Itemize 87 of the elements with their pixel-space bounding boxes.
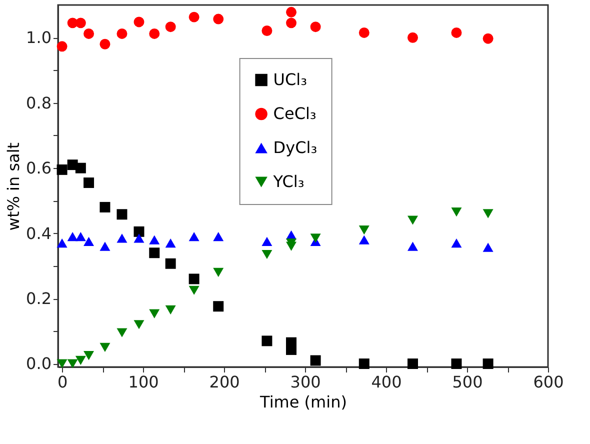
- point: [67, 359, 78, 368]
- point: [482, 358, 494, 369]
- legend-label: YCl₃: [272, 172, 304, 191]
- point: [188, 232, 200, 242]
- point: [149, 235, 160, 244]
- point: [100, 242, 110, 251]
- point: [75, 232, 86, 242]
- point: [116, 328, 128, 338]
- point: [451, 238, 462, 248]
- x-tick-label: 100: [128, 372, 159, 392]
- point: [408, 242, 418, 251]
- point: [84, 28, 94, 39]
- point: [56, 359, 68, 368]
- point: [451, 208, 462, 217]
- x-tick-label: 200: [209, 372, 240, 392]
- point: [451, 358, 462, 369]
- point: [310, 22, 321, 32]
- point: [408, 358, 418, 369]
- point: [165, 238, 176, 248]
- point: [56, 164, 68, 175]
- point: [408, 216, 418, 225]
- point: [134, 234, 144, 243]
- x-tick-label: 500: [452, 372, 483, 392]
- point: [310, 234, 321, 243]
- point: [482, 209, 494, 218]
- point: [165, 305, 176, 314]
- point: [149, 28, 160, 39]
- y-axis-title: wt% in salt: [4, 142, 24, 231]
- point: [213, 301, 224, 312]
- point: [100, 38, 110, 50]
- point: [188, 286, 200, 295]
- point: [100, 342, 110, 352]
- point: [213, 268, 224, 277]
- point: [358, 225, 370, 235]
- point: [286, 6, 296, 18]
- x-tick-label: 300: [290, 372, 321, 392]
- point: [482, 33, 494, 44]
- point: [116, 234, 128, 243]
- point: [310, 355, 321, 366]
- point: [262, 336, 272, 346]
- y-tick-label: 0.0: [26, 354, 52, 374]
- point: [188, 12, 200, 22]
- point: [262, 250, 272, 260]
- point: [165, 22, 176, 32]
- y-tick-label: 0.2: [26, 289, 52, 308]
- point: [262, 236, 272, 246]
- point: [75, 162, 86, 174]
- point: [408, 32, 418, 43]
- point: [134, 320, 144, 330]
- point: [149, 248, 160, 258]
- point: [358, 235, 370, 244]
- y-tick-label: 1.0: [26, 28, 52, 48]
- point: [75, 356, 86, 366]
- point: [134, 16, 144, 28]
- point: [358, 27, 370, 38]
- point: [213, 232, 224, 242]
- legend-label: UCl₃: [273, 70, 308, 89]
- point: [116, 209, 128, 220]
- legend-label: CeCl₃: [273, 104, 316, 123]
- legend-label: DyCl₃: [273, 138, 318, 157]
- point: [358, 358, 370, 369]
- point: [56, 41, 68, 52]
- point: [165, 258, 176, 269]
- x-axis-title: Time (min): [259, 392, 347, 412]
- point: [188, 274, 200, 284]
- y-tick-label: 0.6: [26, 158, 52, 178]
- point: [116, 28, 128, 39]
- point: [75, 18, 86, 28]
- point: [149, 309, 160, 318]
- point: [100, 202, 110, 212]
- point: [262, 26, 272, 36]
- point: [286, 18, 296, 28]
- x-tick-label: 400: [371, 372, 402, 392]
- point: [482, 242, 494, 252]
- point: [451, 27, 462, 38]
- x-tick-label: 600: [533, 372, 564, 392]
- point: [56, 238, 68, 248]
- point: [84, 351, 94, 360]
- point: [134, 226, 144, 237]
- point: [67, 232, 78, 242]
- point: [84, 236, 94, 246]
- point: [286, 242, 296, 251]
- point: [84, 177, 94, 188]
- y-tick-label: 0.4: [26, 224, 52, 243]
- y-tick-label: 0.8: [26, 93, 52, 112]
- x-tick-label: 0: [57, 372, 68, 392]
- point: [213, 14, 224, 24]
